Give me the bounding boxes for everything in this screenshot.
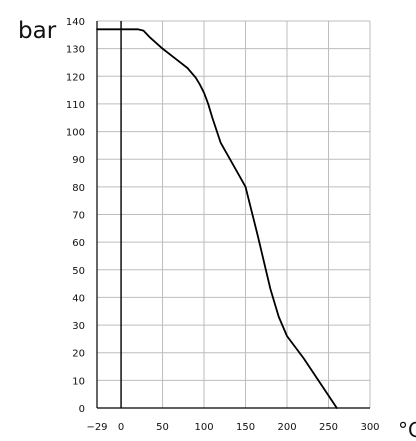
x-tick-label: 300 [360,422,379,433]
y-tick-label: 120 [66,72,85,83]
x-tick-label: 0 [118,422,124,433]
x-tick-label: 150 [236,422,255,433]
chart-series [96,28,338,409]
y-tick-label: 40 [72,293,85,304]
y-tick-label: 90 [72,155,85,166]
chart-axes [96,21,370,409]
y-tick-label: 30 [72,321,85,332]
chart-gridlines [97,20,371,408]
y-tick-label: 70 [72,211,85,222]
x-tick-label: 250 [319,422,338,433]
x-tick-label: 100 [194,422,213,433]
x-axis-label: °C [398,418,416,441]
y-tick-label: 80 [72,183,85,194]
y-tick-label: 0 [79,404,85,415]
y-tick-label: 130 [66,45,85,56]
x-tick-label: −29 [86,422,107,433]
y-axis-label: bar [18,18,57,44]
y-tick-label: 20 [72,349,85,360]
y-tick-label: 100 [66,128,85,139]
chart-tick-labels: −29 0 50 100 150 200 250 3000102030405060708090… [66,17,380,433]
y-tick-label: 60 [72,238,85,249]
y-tick-label: 140 [66,17,85,28]
x-tick-label: 50 [156,422,169,433]
y-tick-label: 110 [66,100,85,111]
pressure-curve-line [96,28,338,409]
x-tick-label: 200 [277,422,296,433]
y-tick-label: 10 [72,376,85,387]
y-tick-label: 50 [72,266,85,277]
